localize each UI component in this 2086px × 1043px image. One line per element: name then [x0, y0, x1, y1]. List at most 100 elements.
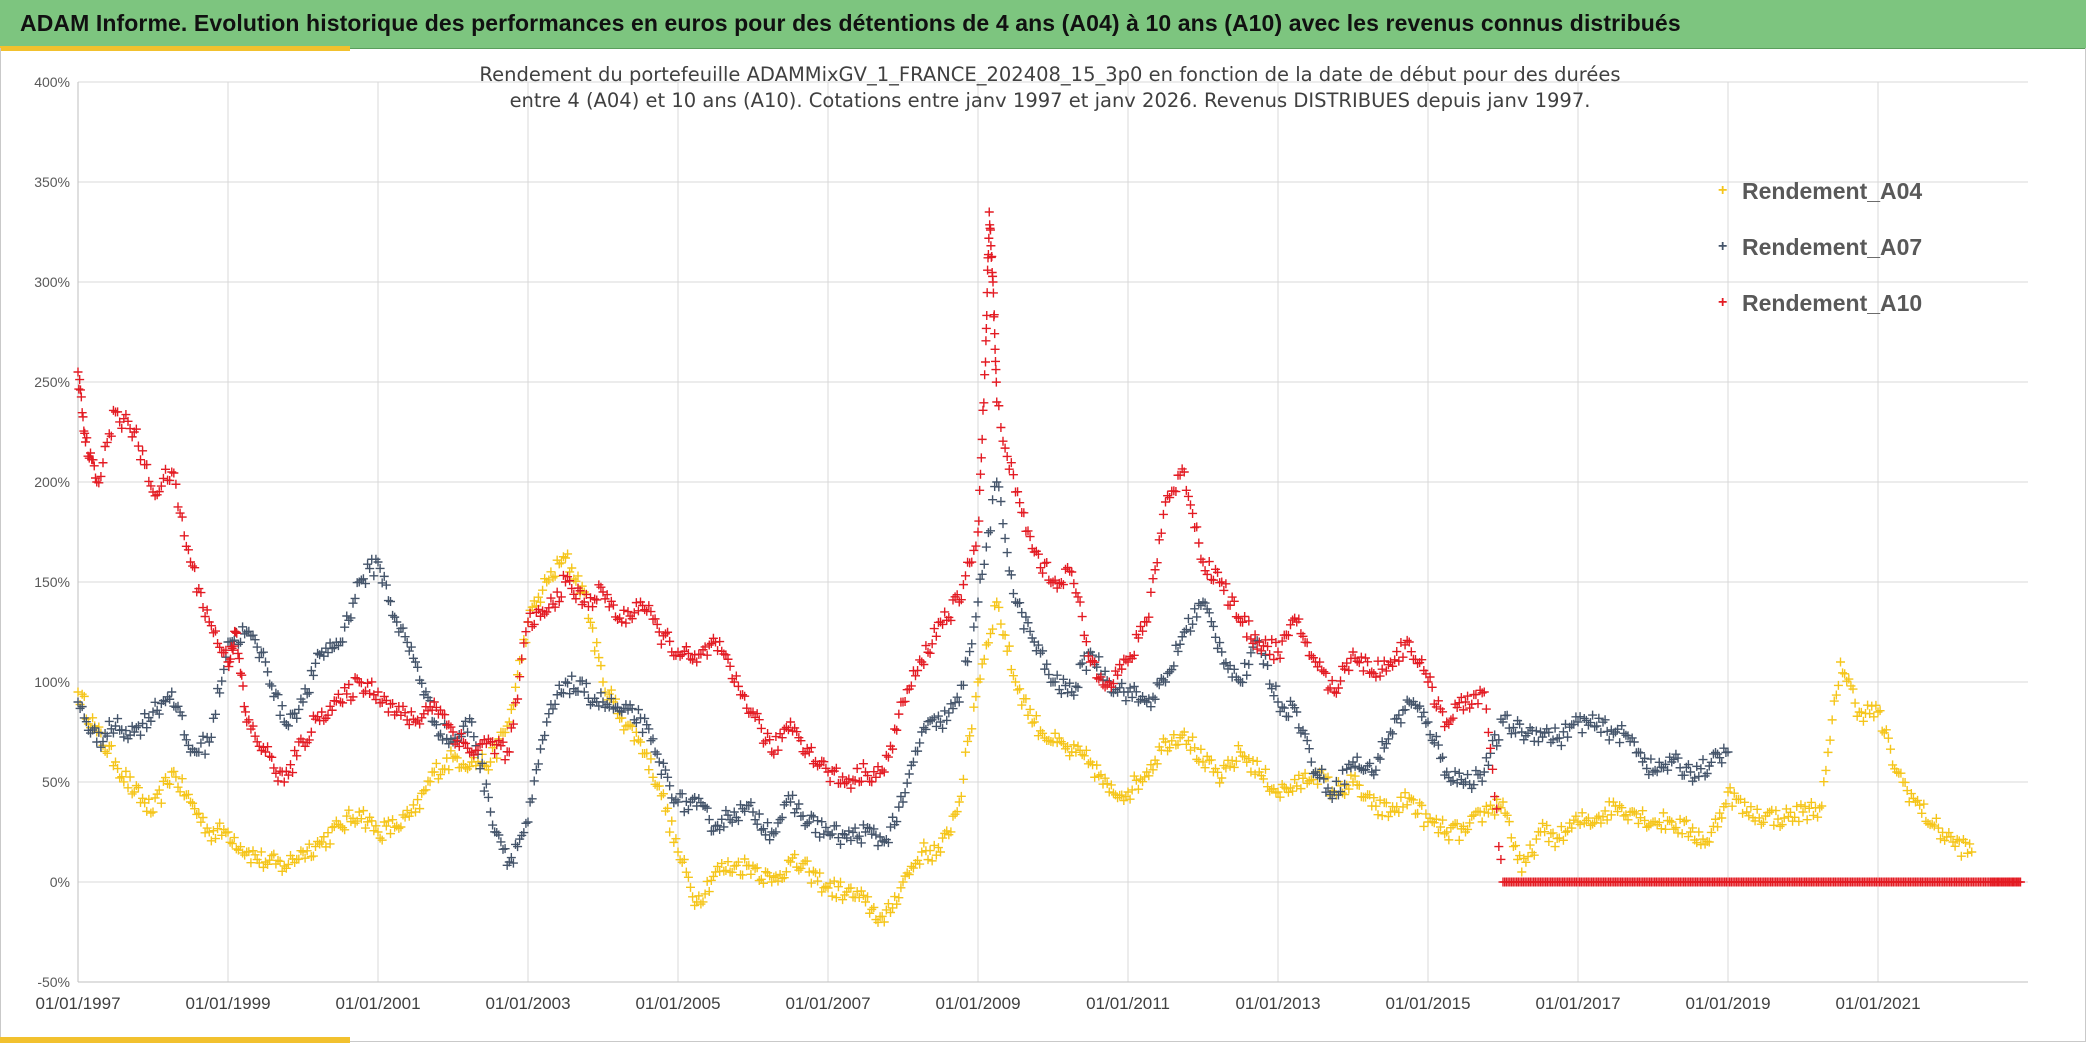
point-rendement-a07 [892, 817, 902, 827]
point-rendement-a04 [1090, 772, 1100, 782]
point-rendement-a10 [550, 602, 560, 612]
point-rendement-a04 [533, 592, 543, 602]
point-rendement-a10 [234, 654, 244, 664]
point-rendement-a04 [1377, 811, 1387, 821]
point-rendement-a04 [1452, 819, 1462, 829]
point-rendement-a07 [700, 801, 710, 811]
point-rendement-a07 [1586, 718, 1595, 728]
point-rendement-a04 [1644, 821, 1654, 831]
point-rendement-a04 [1633, 818, 1643, 828]
point-rendement-a04 [1373, 810, 1383, 820]
point-rendement-a07 [1075, 659, 1085, 669]
point-rendement-a04 [1498, 797, 1508, 807]
point-rendement-a04 [1827, 715, 1837, 725]
point-rendement-a10 [86, 448, 95, 458]
point-rendement-a10 [402, 715, 412, 725]
point-rendement-a10 [286, 760, 295, 770]
point-rendement-a04 [356, 814, 366, 824]
point-rendement-a04 [1652, 820, 1662, 830]
point-rendement-a07 [704, 815, 714, 825]
point-rendement-a07 [567, 671, 577, 681]
point-rendement-a04 [1740, 797, 1750, 807]
point-rendement-a07 [904, 769, 914, 779]
point-rendement-a10 [1133, 633, 1143, 643]
point-rendement-a07 [1058, 674, 1068, 684]
point-rendement-a10 [348, 692, 358, 702]
point-rendement-a10 [1229, 596, 1239, 606]
point-rendement-a07 [206, 732, 216, 742]
point-rendement-a07 [694, 793, 704, 803]
point-rendement-a07 [1711, 747, 1720, 757]
point-rendement-a10 [1363, 657, 1373, 667]
point-rendement-a04 [992, 597, 1002, 607]
point-rendement-a10 [177, 512, 187, 522]
point-rendement-a07 [986, 526, 995, 536]
point-rendement-a07 [625, 700, 635, 710]
point-rendement-a04 [173, 782, 183, 792]
point-rendement-a10 [227, 643, 237, 653]
point-rendement-a07 [983, 528, 993, 538]
point-rendement-a04 [1944, 828, 1954, 838]
point-rendement-a07 [1263, 660, 1273, 670]
point-rendement-a07 [458, 721, 468, 731]
point-rendement-a04 [1465, 818, 1475, 828]
point-rendement-a04 [988, 624, 998, 634]
point-rendement-a10 [1283, 630, 1293, 640]
point-rendement-a07 [1665, 752, 1675, 762]
x-tick-label: 01/01/2019 [1685, 994, 1770, 1013]
point-rendement-a04 [1915, 800, 1925, 810]
point-rendement-a10 [1125, 652, 1135, 662]
point-rendement-a04 [408, 800, 418, 810]
point-rendement-a10 [1381, 666, 1391, 676]
point-rendement-a07 [523, 817, 533, 827]
point-rendement-a10 [619, 605, 629, 615]
point-rendement-a07 [761, 830, 770, 840]
y-tick-label: -50% [37, 974, 70, 990]
point-rendement-a04 [1092, 760, 1102, 770]
point-rendement-a10 [977, 434, 987, 444]
point-rendement-a10 [1152, 558, 1162, 568]
point-rendement-a04 [1523, 852, 1533, 862]
point-rendement-a10 [76, 385, 85, 395]
point-rendement-a10 [1425, 672, 1435, 682]
point-rendement-a10 [1238, 617, 1248, 627]
point-rendement-a04 [1665, 816, 1675, 826]
point-rendement-a10 [446, 722, 456, 732]
point-rendement-a04 [1108, 788, 1118, 798]
point-rendement-a04 [544, 575, 554, 585]
point-rendement-a10 [996, 422, 1006, 432]
point-rendement-a04 [1711, 814, 1720, 824]
point-rendement-a04 [1344, 784, 1354, 794]
point-rendement-a10 [575, 586, 585, 596]
point-rendement-a04 [1823, 747, 1833, 757]
point-rendement-a07 [1717, 758, 1727, 768]
point-rendement-a04 [1673, 828, 1683, 838]
point-rendement-a10 [82, 433, 92, 443]
point-rendement-a07 [938, 723, 948, 733]
point-rendement-a04 [304, 839, 314, 849]
point-rendement-a04 [223, 827, 233, 837]
point-rendement-a04 [1490, 810, 1500, 820]
point-rendement-a07 [677, 789, 687, 799]
point-rendement-a07 [1171, 640, 1181, 650]
point-rendement-a07 [436, 729, 445, 739]
point-rendement-a07 [1558, 727, 1568, 737]
point-rendement-a07 [908, 757, 918, 767]
point-rendement-a04 [1669, 824, 1679, 834]
point-rendement-a10 [982, 310, 992, 320]
point-rendement-a07 [215, 688, 225, 698]
point-rendement-a07 [1173, 646, 1183, 656]
point-rendement-a04 [1508, 842, 1518, 852]
point-rendement-a10 [819, 757, 829, 767]
point-rendement-a04 [327, 822, 337, 832]
point-rendement-a04 [1856, 707, 1866, 717]
point-rendement-a04 [590, 646, 600, 656]
point-rendement-a07 [158, 696, 168, 706]
point-rendement-a10 [733, 681, 743, 691]
point-rendement-a10 [79, 426, 89, 436]
point-rendement-a10 [515, 672, 525, 682]
point-rendement-a04 [169, 766, 179, 776]
point-rendement-a04 [636, 737, 645, 747]
point-rendement-a10 [306, 727, 316, 737]
point-rendement-a10 [1348, 647, 1358, 657]
